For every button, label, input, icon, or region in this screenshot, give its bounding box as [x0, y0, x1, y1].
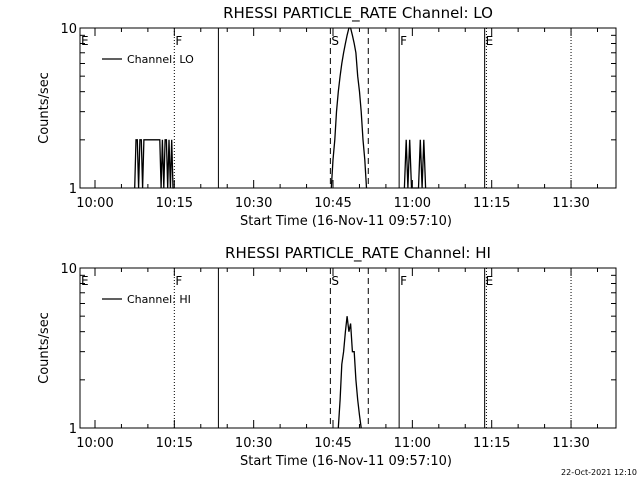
x-tick-label: 10:00 [76, 196, 113, 211]
x-tick-label: 10:30 [235, 436, 272, 451]
legend-label: Channel: LO [127, 53, 194, 66]
y-tick-label: 10 [60, 262, 77, 277]
y-tick-label: 1 [69, 422, 77, 437]
x-tick-label: 10:45 [314, 436, 351, 451]
y-axis-label: Counts/sec [37, 72, 52, 144]
x-tick-label: 11:00 [394, 196, 431, 211]
series-line [337, 316, 362, 429]
plot-frame [79, 267, 617, 429]
x-tick-label: 11:15 [473, 196, 510, 211]
y-tick-label: 1 [69, 182, 77, 197]
event-marker-label: F [175, 274, 182, 288]
x-axis-label: Start Time (16-Nov-11 09:57:10) [240, 214, 452, 229]
event-marker-label: F [400, 274, 407, 288]
event-marker-label: E [486, 274, 494, 288]
event-marker-label: E [486, 34, 494, 48]
x-tick-label: 10:15 [156, 196, 193, 211]
event-marker-label: E [81, 34, 89, 48]
y-axis-label: Counts/sec [37, 312, 52, 384]
chart-title: RHESSI PARTICLE_RATE Channel: HI [225, 244, 491, 263]
event-marker-label: S [331, 274, 339, 288]
event-marker-label: E [81, 274, 89, 288]
series-line [403, 139, 427, 189]
x-tick-label: 11:15 [473, 436, 510, 451]
x-tick-label: 10:15 [156, 436, 193, 451]
event-marker-label: F [175, 34, 182, 48]
chart-title: RHESSI PARTICLE_RATE Channel: LO [223, 4, 493, 23]
series-line [330, 27, 368, 189]
series-line [134, 139, 175, 189]
x-tick-label: 10:00 [76, 436, 113, 451]
x-tick-label: 10:30 [235, 196, 272, 211]
x-tick-label: 10:45 [314, 196, 351, 211]
legend-label: Channel: HI [127, 293, 191, 306]
y-tick-label: 10 [60, 22, 77, 37]
event-marker-label: F [400, 34, 407, 48]
footer-timestamp: 22-Oct-2021 12:10 [561, 468, 637, 477]
x-tick-label: 11:00 [394, 436, 431, 451]
x-tick-label: 11:30 [552, 436, 589, 451]
event-marker-label: S [331, 34, 339, 48]
x-tick-label: 11:30 [552, 196, 589, 211]
x-axis-label: Start Time (16-Nov-11 09:57:10) [240, 454, 452, 469]
